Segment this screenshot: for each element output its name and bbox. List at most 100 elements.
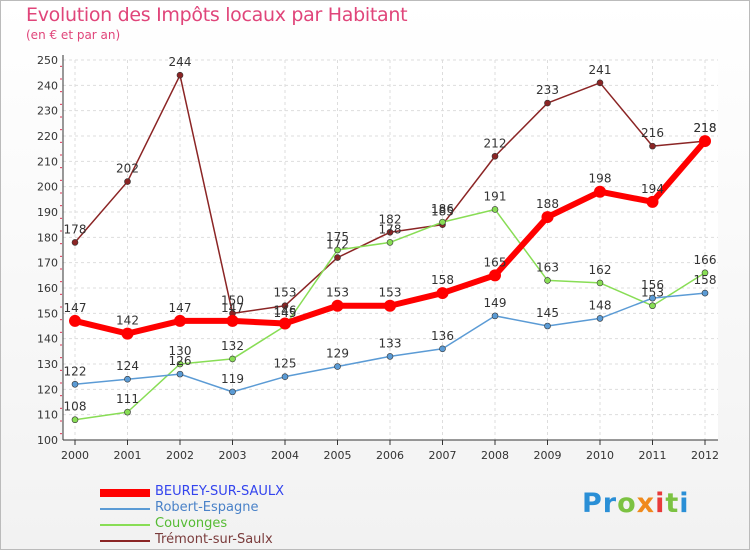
data-label: 150 bbox=[221, 293, 244, 307]
x-tick-label: 2008 bbox=[481, 449, 509, 462]
x-tick-label: 2012 bbox=[691, 449, 719, 462]
data-label: 125 bbox=[274, 357, 297, 371]
y-tick-label: 240 bbox=[37, 79, 58, 92]
data-label: 163 bbox=[536, 260, 559, 274]
data-point bbox=[386, 228, 394, 236]
data-point bbox=[544, 322, 551, 330]
y-tick-label: 150 bbox=[37, 307, 58, 320]
y-tick-label: 200 bbox=[37, 181, 58, 194]
data-label: 191 bbox=[484, 189, 507, 203]
data-label: 129 bbox=[326, 347, 349, 361]
y-tick-label: 130 bbox=[37, 358, 58, 371]
data-point bbox=[596, 279, 604, 287]
data-point bbox=[226, 314, 239, 327]
legend-swatch bbox=[100, 489, 150, 497]
data-point bbox=[229, 388, 236, 396]
data-point bbox=[541, 211, 554, 224]
data-point bbox=[386, 239, 394, 246]
data-point bbox=[279, 317, 291, 330]
data-label: 149 bbox=[484, 296, 507, 310]
data-label: 122 bbox=[64, 364, 87, 378]
data-label: 218 bbox=[694, 121, 717, 135]
data-point bbox=[544, 277, 551, 284]
legend-label: Trémont-sur-Saulx bbox=[155, 532, 273, 547]
x-tick-label: 2007 bbox=[429, 449, 457, 462]
legend-swatch bbox=[100, 540, 150, 542]
data-point bbox=[699, 135, 711, 148]
data-label: 145 bbox=[536, 306, 559, 320]
data-label: 147 bbox=[64, 301, 87, 315]
x-tick-label: 2010 bbox=[586, 449, 614, 462]
data-point bbox=[386, 353, 394, 360]
x-tick-label: 2001 bbox=[114, 449, 142, 462]
data-label: 153 bbox=[326, 286, 349, 300]
legend-swatch bbox=[100, 508, 150, 510]
x-tick-label: 2006 bbox=[376, 449, 404, 462]
data-point bbox=[436, 287, 449, 300]
data-label: 148 bbox=[589, 298, 612, 312]
data-point bbox=[491, 312, 499, 320]
data-label: 132 bbox=[221, 339, 244, 353]
data-point bbox=[176, 370, 184, 378]
data-label: 119 bbox=[221, 372, 244, 386]
data-point bbox=[71, 416, 79, 424]
data-point bbox=[121, 327, 134, 340]
data-label: 126 bbox=[169, 354, 192, 368]
y-tick-label: 100 bbox=[37, 434, 58, 447]
y-tick-label: 220 bbox=[37, 130, 58, 143]
data-label: 182 bbox=[379, 212, 402, 226]
data-point bbox=[491, 206, 499, 213]
data-label: 166 bbox=[694, 253, 717, 267]
data-point bbox=[124, 408, 131, 416]
y-tick-label: 160 bbox=[37, 282, 58, 295]
data-label: 158 bbox=[694, 273, 717, 287]
data-point bbox=[331, 299, 344, 312]
y-tick-label: 180 bbox=[37, 231, 58, 244]
x-tick-label: 2002 bbox=[166, 449, 194, 462]
data-label: 153 bbox=[641, 286, 664, 300]
data-label: 147 bbox=[221, 301, 244, 315]
y-tick-label: 230 bbox=[37, 105, 58, 118]
data-label: 172 bbox=[326, 238, 349, 252]
data-point bbox=[281, 373, 289, 380]
data-point bbox=[439, 345, 446, 353]
data-point bbox=[384, 299, 396, 312]
y-tick-label: 140 bbox=[37, 333, 58, 346]
x-tick-label: 2004 bbox=[271, 449, 299, 462]
data-label: 136 bbox=[431, 329, 454, 343]
x-tick-label: 2003 bbox=[219, 449, 247, 462]
data-point bbox=[69, 314, 81, 327]
data-point bbox=[334, 246, 341, 254]
data-label: 156 bbox=[641, 278, 664, 292]
data-label: 158 bbox=[431, 273, 454, 287]
x-tick-label: 2005 bbox=[324, 449, 352, 462]
data-label: 185 bbox=[431, 205, 454, 219]
y-tick-label: 190 bbox=[37, 206, 58, 219]
data-label: 216 bbox=[641, 126, 664, 140]
data-point bbox=[649, 302, 656, 310]
data-point bbox=[649, 294, 656, 302]
data-point bbox=[176, 71, 184, 79]
data-label: 194 bbox=[641, 182, 664, 196]
data-point bbox=[649, 142, 656, 150]
data-point bbox=[174, 314, 186, 327]
data-label: 233 bbox=[536, 83, 559, 97]
data-label: 124 bbox=[116, 359, 139, 373]
data-label: 153 bbox=[379, 286, 402, 300]
data-point bbox=[229, 355, 236, 363]
x-tick-label: 2000 bbox=[61, 449, 89, 462]
data-label: 241 bbox=[589, 63, 612, 77]
data-point bbox=[124, 375, 131, 383]
data-point bbox=[176, 360, 184, 368]
data-label: 108 bbox=[64, 400, 87, 414]
legend-swatch bbox=[100, 524, 150, 526]
y-tick-label: 250 bbox=[37, 54, 58, 67]
data-point bbox=[281, 302, 289, 310]
data-label: 218 bbox=[694, 121, 717, 135]
data-label: 133 bbox=[379, 336, 402, 350]
data-point bbox=[701, 289, 709, 297]
legend-label: BEUREY-SUR-SAULX bbox=[155, 484, 284, 499]
data-point bbox=[439, 218, 446, 226]
y-tick-label: 120 bbox=[37, 383, 58, 396]
